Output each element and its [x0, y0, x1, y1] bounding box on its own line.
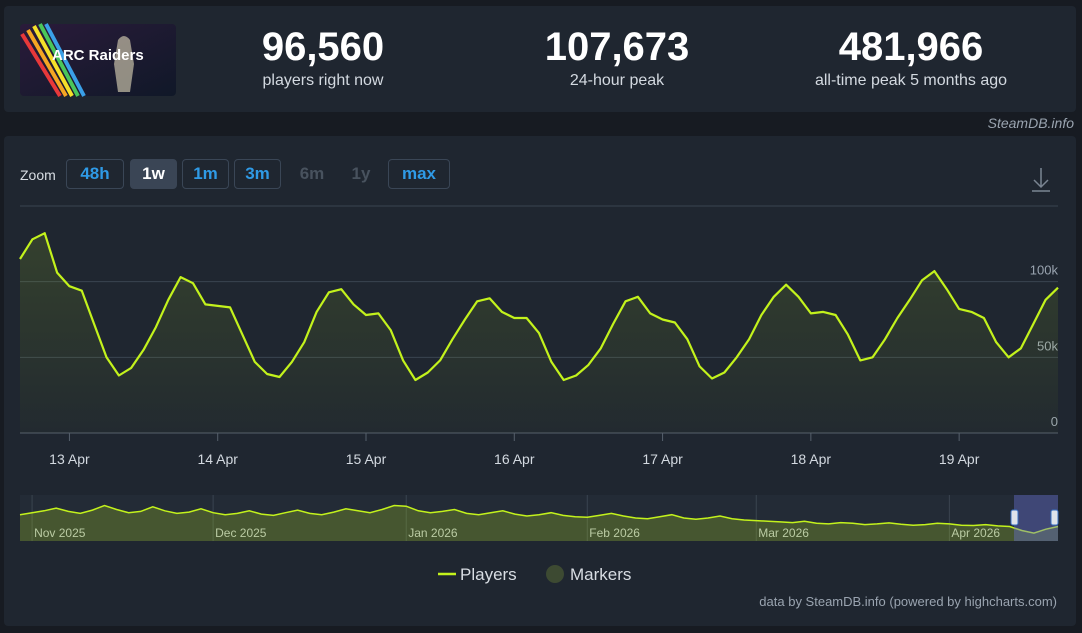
- stat-label: all-time peak 5 months ago: [814, 72, 1008, 89]
- x-tick-label: 19 Apr: [939, 451, 980, 467]
- zoom-button[interactable]: 3m: [234, 159, 281, 189]
- navigator-label: Mar 2026: [758, 526, 809, 540]
- navigator-bg: [20, 495, 1058, 541]
- x-tick-label: 16 Apr: [494, 451, 535, 467]
- x-tick-label: 17 Apr: [642, 451, 683, 467]
- legend-label: Markers: [570, 565, 631, 584]
- navigator-label: Feb 2026: [589, 526, 640, 540]
- zoom-button[interactable]: 48h: [66, 159, 124, 189]
- logo-stripes: [20, 23, 86, 98]
- legend-label: Players: [460, 565, 517, 584]
- legend-marker: [546, 565, 564, 583]
- stat: 481,966 all-time peak 5 months ago: [771, 24, 1051, 90]
- download-icon[interactable]: [1032, 168, 1050, 192]
- logo-figure: [114, 36, 134, 92]
- stat: 96,560 players right now: [183, 24, 463, 90]
- y-tick-label: 100k: [1030, 263, 1059, 278]
- logo-bg: [20, 24, 176, 96]
- zoom-button: 6m: [299, 164, 325, 183]
- zoom-label: Zoom: [20, 167, 56, 183]
- navigator-label: Nov 2025: [34, 526, 86, 540]
- navigator-handle[interactable]: [1010, 509, 1019, 526]
- stat: 107,673 24-hour peak: [477, 24, 757, 90]
- stat-value: 96,560: [261, 25, 385, 69]
- watermark: SteamDB.info: [987, 115, 1074, 131]
- zoom-button[interactable]: max: [388, 159, 450, 189]
- stat-label: players right now: [262, 72, 384, 89]
- header-panel: [4, 6, 1076, 112]
- stat-value: 107,673: [544, 25, 690, 69]
- credits: data by SteamDB.info (powered by highcha…: [759, 594, 1057, 609]
- x-tick-label: 15 Apr: [346, 451, 387, 467]
- navigator-label: Apr 2026: [951, 526, 1000, 540]
- navigator-handle[interactable]: [1050, 509, 1059, 526]
- navigator-line: [19, 504, 1059, 534]
- zoom-button[interactable]: 1w: [130, 159, 177, 189]
- zoom-button: 1y: [351, 164, 371, 183]
- zoom-button[interactable]: 1m: [182, 159, 229, 189]
- stat-value: 481,966: [838, 25, 984, 69]
- stat-label: 24-hour peak: [569, 72, 665, 89]
- navigator-label: Dec 2025: [215, 526, 267, 540]
- x-tick-label: 14 Apr: [197, 451, 238, 467]
- line: [19, 232, 1059, 382]
- navigator-label: Jan 2026: [408, 526, 458, 540]
- x-tick-label: 18 Apr: [791, 451, 832, 467]
- logo-text: ARC Raiders: [52, 47, 144, 64]
- x-tick-label: 13 Apr: [49, 451, 90, 467]
